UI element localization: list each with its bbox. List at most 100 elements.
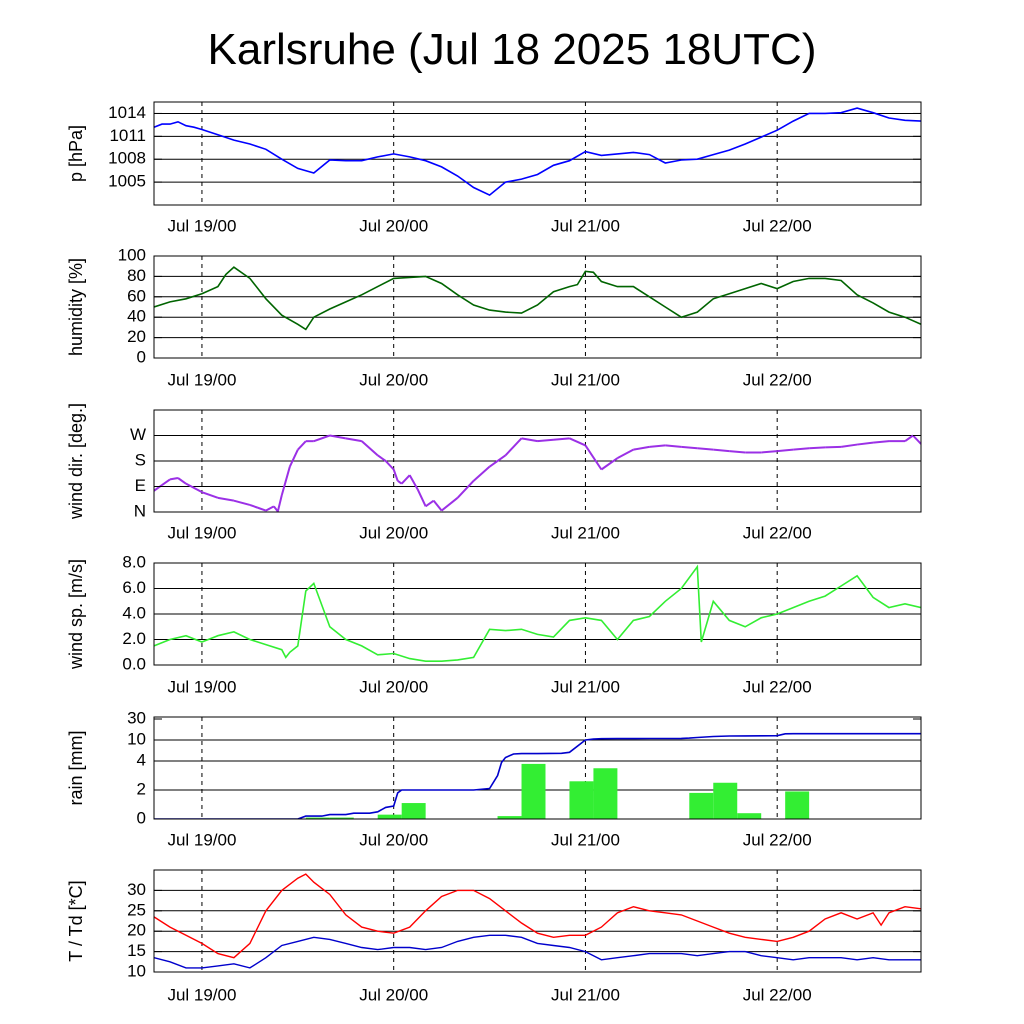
rain-bar [377,814,402,819]
y-tick-label: 20 [127,327,146,346]
y-tick-label: 15 [127,941,146,960]
wind-direction-segment [504,437,523,457]
wind-direction-segment [904,434,914,442]
wind-speed-panel: Jul 19/00 Jul 20/00 Jul 21/00 Jul 22/00 0.0 2… [66,552,922,696]
x-tick-label: Jul 20/00 [359,985,428,1004]
rain-bar [689,792,714,819]
rain-bar [329,817,354,819]
wind-direction-segment [777,448,794,453]
y-axis-label: humidity [%] [66,258,86,356]
wind-direction-segment [488,454,507,468]
wind_speed-line [154,564,921,663]
humidity-panel: Jul 19/00 Jul 20/00 Jul 21/00 Jul 22/00 0204… [66,245,922,389]
x-tick-label: Jul 19/00 [167,830,236,849]
x-tick-label: Jul 21/00 [551,523,620,542]
x-tick-label: Jul 20/00 [359,523,428,542]
y-axis-label: T / Td [*C] [66,880,86,961]
y-tick-label: 0 [137,808,146,827]
wind-direction-segment [361,440,379,457]
rain-bar [593,768,618,819]
y-axis-label: p [hPa] [66,125,86,182]
pressure-line [154,107,921,197]
x-tick-label: Jul 22/00 [743,216,812,235]
rain-bar [785,791,810,819]
wind-direction-segment [616,448,634,460]
x-tick-label: Jul 22/00 [743,523,812,542]
wind-direction-segment [280,466,291,496]
wind-direction-segment [456,480,475,499]
y-tick-label: 0 [137,347,146,366]
y-tick-label: 1008 [108,149,146,168]
x-tick-label: Jul 20/00 [359,370,428,389]
y-tick-label: 2 [137,779,146,798]
humidity-line [154,266,921,331]
y-tick-label: 0.0 [122,654,146,673]
x-tick-label: Jul 21/00 [551,677,620,696]
x-tick-label: Jul 19/00 [167,523,236,542]
wind-direction-segment [825,445,842,449]
y-tick-label: 100 [118,245,146,264]
y-tick-label: 1014 [108,103,146,122]
wind-direction-segment [416,488,427,507]
wind-direction-segment [233,499,251,506]
wind-direction-segment [397,480,403,485]
panel-frame [153,255,922,359]
y-tick-label: 1011 [109,126,146,145]
y-tick-label: 30 [127,880,146,899]
wind-direction-segment [856,441,874,446]
wind-direction-segment [665,444,682,448]
y-tick-label: W [130,425,146,444]
y-tick-label: 8.0 [122,552,146,571]
wind-direction-segment [713,448,730,453]
panel-frame [153,869,922,973]
y-tick-label: N [134,501,146,520]
rain-bar [305,817,330,819]
y-tick-label: 80 [127,266,146,285]
wind-direction-segment [840,443,858,448]
x-tick-label: Jul 20/00 [359,216,428,235]
dewpoint-line [154,934,921,969]
temperature-line [154,873,921,959]
wind-direction-segment [793,447,810,451]
wind-direction-segment [809,446,826,450]
x-tick-label: Jul 21/00 [551,370,620,389]
x-tick-label: Jul 22/00 [743,370,812,389]
wind-direction-segment [400,474,411,485]
x-tick-label: Jul 19/00 [167,677,236,696]
wind-direction-segment [441,497,459,512]
wind-direction-segment [872,440,890,444]
y-tick-label: 10 [127,961,146,980]
x-tick-label: Jul 19/00 [167,985,236,1004]
wind-direction-segment [600,457,618,471]
wind-direction-segment [912,434,921,445]
y-tick-label: 1005 [108,172,146,191]
y-tick-label: 6.0 [122,578,146,597]
wind-direction-segment [377,454,387,462]
wind-direction-segment [276,494,283,512]
wind-direction-segment [384,460,395,471]
y-tick-label: 25 [127,900,146,919]
wind-direction-segment [472,465,491,482]
wind-direction-segment [584,444,603,471]
wind-direction-segment [177,477,187,485]
wind-direction-segment [681,445,698,450]
rain-panel: Jul 19/00 Jul 20/00 Jul 21/00 Jul 22/00 0 2 4 1… [66,708,922,849]
wind-direction-segment [265,505,275,512]
rain-bar [521,763,546,819]
wind-direction-segment [201,491,219,499]
wind-direction-segment [297,440,307,451]
y-tick-label: 10 [127,729,146,748]
y-tick-label: S [135,450,146,469]
y-tick-label: 4 [137,750,146,769]
y-tick-label: 30 [127,708,146,727]
temperature-panel: Jul 19/00 Jul 20/00 Jul 21/00 Jul 22/00 1015… [66,869,922,1004]
wind-direction-segment [521,437,538,443]
x-tick-label: Jul 22/00 [743,985,812,1004]
y-axis-label: wind dir. [deg.] [66,403,86,520]
wind-direction-segment [345,437,362,443]
y-axis-label: wind sp. [m/s] [66,559,86,670]
y-tick-label: E [135,476,146,495]
x-tick-label: Jul 21/00 [551,985,620,1004]
rain-bar [401,803,426,819]
wind-direction-segment [697,447,714,451]
